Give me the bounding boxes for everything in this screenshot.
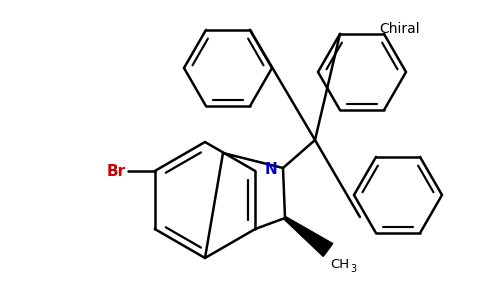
Text: Chiral: Chiral (379, 22, 420, 36)
Text: Br: Br (106, 164, 126, 178)
Text: N: N (265, 163, 277, 178)
Text: CH: CH (330, 258, 349, 271)
Text: 3: 3 (350, 264, 356, 274)
Polygon shape (284, 217, 333, 256)
